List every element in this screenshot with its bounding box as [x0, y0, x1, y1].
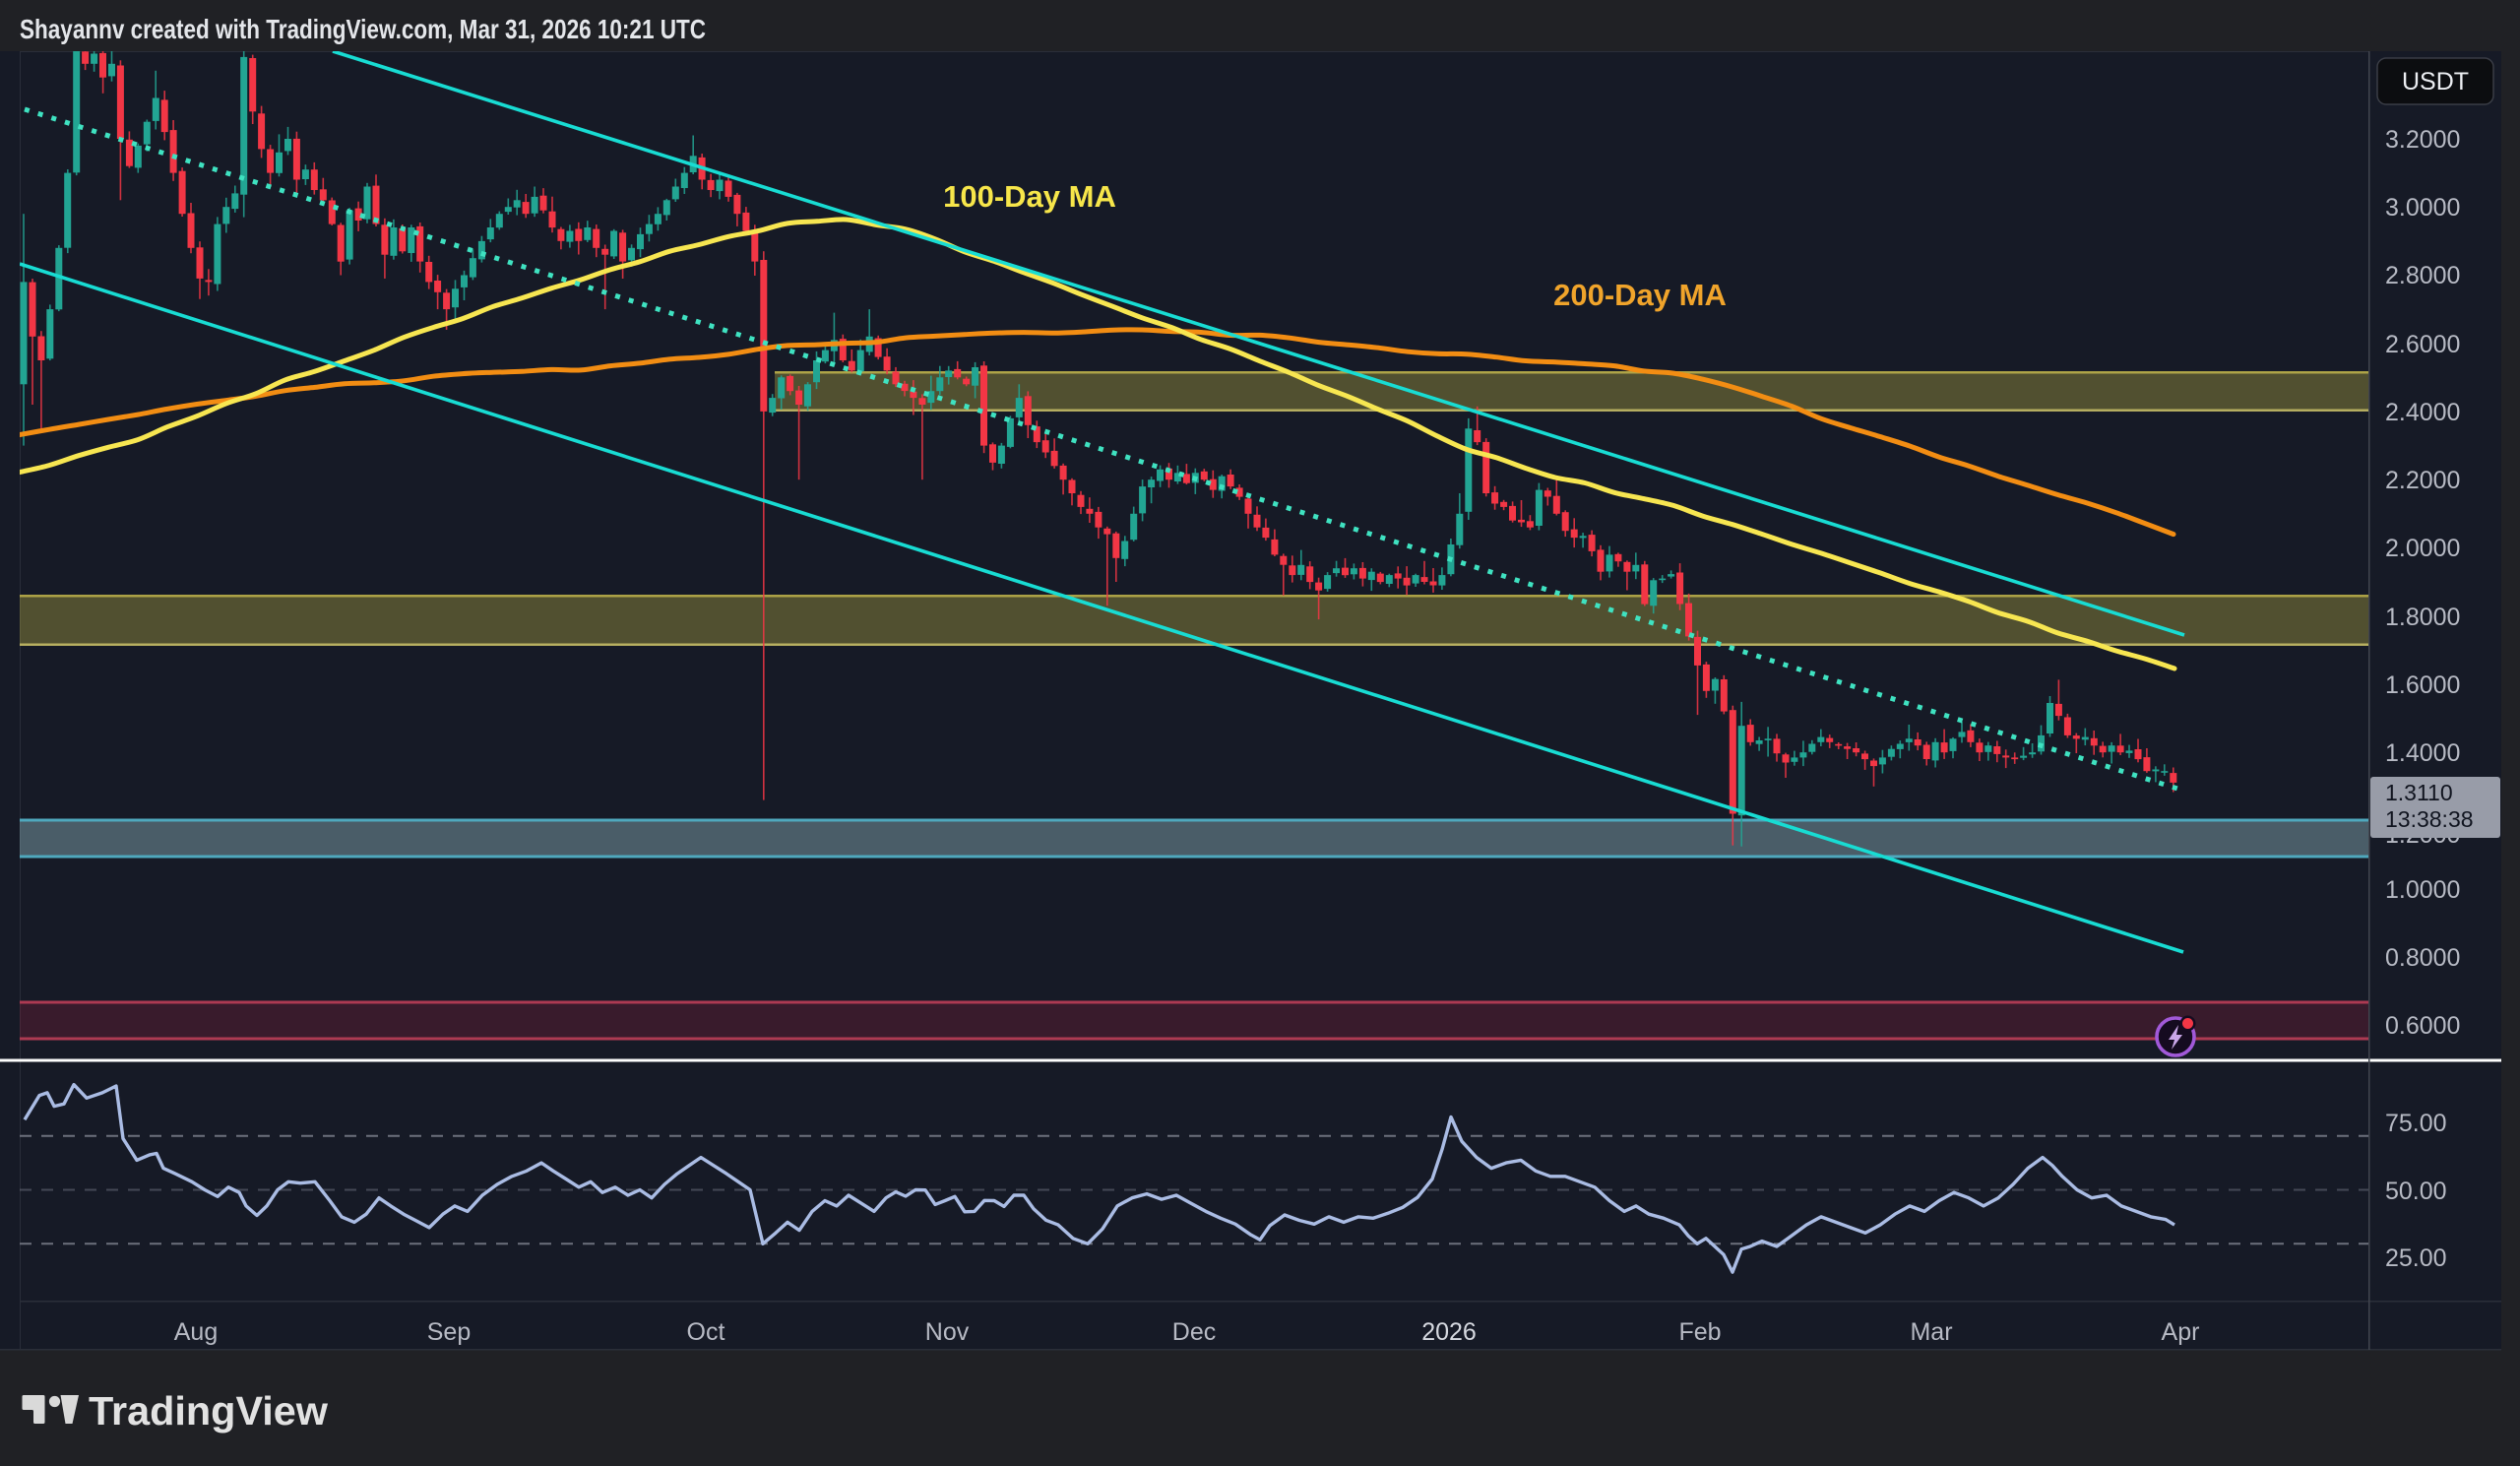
svg-text:3.2000: 3.2000 — [2385, 126, 2460, 154]
svg-text:3.0000: 3.0000 — [2385, 194, 2460, 222]
svg-text:100-Day MA: 100-Day MA — [943, 179, 1116, 214]
svg-text:Nov: Nov — [925, 1318, 970, 1346]
svg-text:1.6000: 1.6000 — [2385, 671, 2460, 699]
svg-text:2.6000: 2.6000 — [2385, 331, 2460, 358]
svg-text:Feb: Feb — [1678, 1318, 1721, 1346]
svg-text:2.8000: 2.8000 — [2385, 262, 2460, 289]
svg-text:1.3110: 1.3110 — [2385, 780, 2453, 805]
svg-text:Oct: Oct — [687, 1318, 725, 1346]
svg-text:2.2000: 2.2000 — [2385, 467, 2460, 494]
svg-text:USDT: USDT — [2402, 68, 2469, 96]
svg-text:50.00: 50.00 — [2385, 1178, 2447, 1205]
svg-text:Sep: Sep — [427, 1318, 471, 1346]
svg-text:Apr: Apr — [2162, 1318, 2200, 1346]
svg-text:Dec: Dec — [1172, 1318, 1216, 1346]
svg-text:200-Day MA: 200-Day MA — [1553, 278, 1727, 312]
svg-text:2.0000: 2.0000 — [2385, 535, 2460, 562]
svg-text:0.6000: 0.6000 — [2385, 1012, 2460, 1040]
svg-text:13:38:38: 13:38:38 — [2385, 806, 2474, 832]
svg-text:75.00: 75.00 — [2385, 1110, 2447, 1137]
svg-text:2.4000: 2.4000 — [2385, 399, 2460, 426]
svg-text:Shayannv created with TradingV: Shayannv created with TradingView.com, M… — [20, 14, 706, 44]
svg-text:25.00: 25.00 — [2385, 1244, 2447, 1272]
svg-text:1.4000: 1.4000 — [2385, 739, 2460, 767]
svg-text:Aug: Aug — [174, 1318, 218, 1346]
svg-text:Mar: Mar — [1910, 1318, 1952, 1346]
svg-text:0.8000: 0.8000 — [2385, 944, 2460, 972]
svg-text:2026: 2026 — [1421, 1318, 1477, 1346]
svg-text:1.8000: 1.8000 — [2385, 604, 2460, 631]
svg-text:TradingView: TradingView — [89, 1388, 328, 1434]
svg-text:1.0000: 1.0000 — [2385, 876, 2460, 904]
